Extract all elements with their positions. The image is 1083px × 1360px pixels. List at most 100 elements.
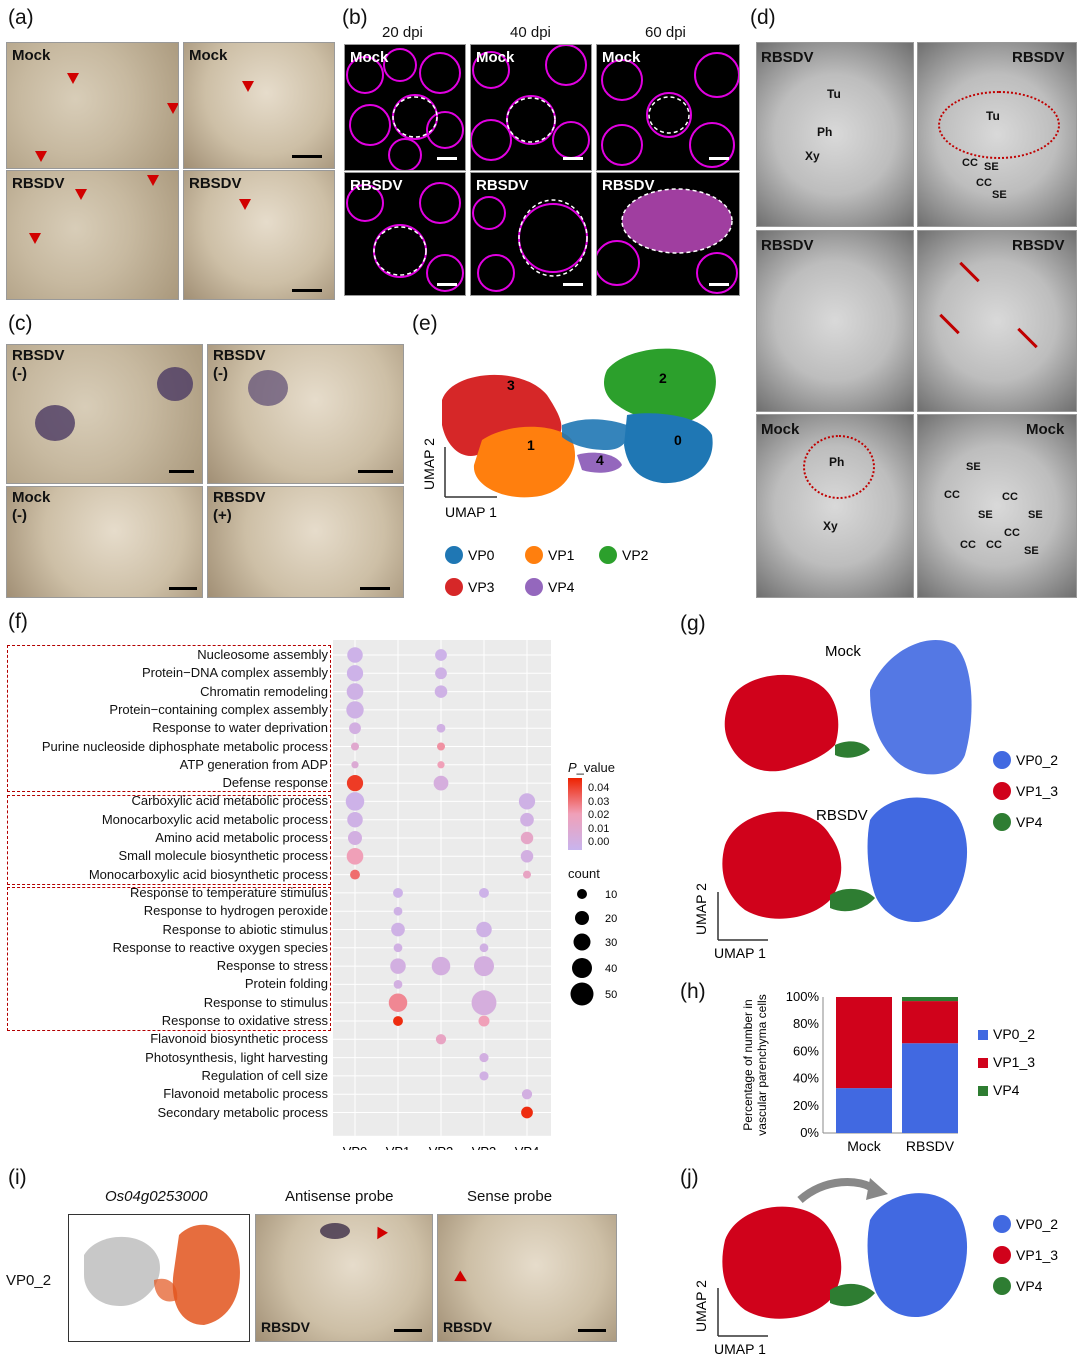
go-dot — [435, 649, 447, 661]
red-arrowhead-icon — [242, 81, 254, 92]
x-tick-label: VP0 — [343, 1144, 368, 1150]
legend-dot — [445, 546, 463, 564]
go-dot — [393, 1016, 403, 1026]
fluorescence-rbsdv-20dpi: RBSDV — [344, 172, 466, 296]
scale-bar — [563, 283, 583, 286]
tick: 10 — [605, 889, 617, 901]
fluorescence-rbsdv-60dpi: RBSDV — [596, 172, 740, 296]
outline — [803, 435, 875, 499]
scale-bar — [709, 283, 729, 286]
tem-mock-2: Mock SE CC CC SE SE CC CC CC SE — [917, 414, 1077, 598]
x-tick-label: VP1 — [386, 1144, 411, 1150]
red-arrow-icon — [959, 261, 980, 283]
legend-dot — [993, 813, 1011, 831]
legend-label: VP0_2 — [1016, 752, 1058, 768]
panel-label-h: (h) — [680, 980, 706, 1003]
go-dot — [346, 774, 364, 792]
stacked-bar-chart: 0% 20% 40% 60% 80% 100% Percentage of number i… — [741, 989, 1035, 1154]
go-term-label: Defense response — [222, 775, 328, 791]
legend-dot — [599, 546, 617, 564]
x-tick-label: VP2 — [429, 1144, 454, 1150]
stain-region — [35, 405, 75, 441]
tick: 0.00 — [588, 836, 610, 848]
go-dot — [347, 647, 363, 663]
go-dot — [391, 922, 405, 937]
tissue-label: Tu — [827, 87, 841, 101]
dpi-label: 20 dpi — [382, 24, 423, 41]
axis-label-x: UMAP 1 — [714, 1341, 766, 1357]
go-dot — [520, 831, 534, 845]
red-arrowhead-icon — [147, 175, 159, 186]
label: Mock — [12, 47, 51, 64]
term-group-box-2 — [7, 795, 331, 885]
tissue-label: CC — [1004, 527, 1020, 539]
fluorescence-mock-40dpi: Mock — [470, 44, 592, 171]
tem-rbsdv-3: RBSDV — [756, 230, 914, 412]
go-dot — [479, 1053, 489, 1063]
go-term-label: Response to stimulus — [203, 994, 328, 1010]
umap-e-clusters — [442, 348, 716, 498]
red-arrowhead-icon — [67, 73, 79, 84]
y-tick-label: 40% — [793, 1071, 819, 1086]
p-rest: _value — [576, 760, 615, 775]
legend-label: VP0_2 — [993, 1026, 1035, 1042]
cluster-vp1-3 — [722, 1206, 842, 1319]
x-tick-label: Mock — [847, 1138, 881, 1154]
micrograph-a-mock-1: Mock — [6, 42, 179, 169]
bar-segment — [836, 997, 892, 1089]
go-dot — [434, 685, 448, 698]
legend-label: VP0 — [468, 547, 495, 563]
size-dot — [573, 933, 591, 951]
go-term-label: Monocarboxylic acid metabolic process — [101, 811, 328, 827]
red-arrowhead-icon — [454, 1270, 470, 1287]
go-term-label: Regulation of cell size — [201, 1067, 328, 1083]
y-tick-label: 20% — [793, 1098, 819, 1113]
go-term-label: ATP generation from ADP — [179, 756, 328, 772]
go-term-label: Flavonoid metabolic process — [163, 1086, 328, 1102]
cluster-label: 2 — [659, 370, 667, 386]
term-group-box-1 — [7, 645, 331, 792]
go-dot — [431, 956, 451, 976]
cluster-vp0-2 — [867, 1193, 968, 1318]
go-dot — [351, 742, 359, 751]
axis-label-y: UMAP 2 — [693, 883, 709, 935]
sense-insitu: RBSDV — [437, 1214, 617, 1342]
go-dot — [346, 847, 364, 865]
red-arrowhead-icon — [35, 151, 47, 162]
bar-segment — [902, 997, 958, 1002]
tissue-label: SE — [978, 509, 993, 521]
x-tick-label: VP3 — [472, 1144, 497, 1150]
scale-bar — [437, 283, 457, 286]
go-dot — [474, 956, 494, 977]
legend-label: VP2 — [622, 547, 649, 563]
go-dot — [520, 850, 534, 863]
panel-label-b: (b) — [342, 6, 368, 29]
legend-dot — [525, 546, 543, 564]
bar-segment — [836, 1088, 892, 1133]
go-term-label: Response to hydrogen peroxide — [143, 903, 328, 919]
bar-segment — [902, 1043, 958, 1133]
tem-rbsdv-1: RBSDV Tu Ph Xy — [756, 42, 914, 227]
tick: 0.02 — [588, 809, 610, 821]
go-term-label: Monocarboxylic acid biosynthetic process — [88, 866, 328, 882]
tissue-label: CC — [962, 157, 978, 169]
cluster-vp4 — [830, 1283, 875, 1307]
umap-e-plot: 3 1 2 0 4 UMAP 2 UMAP 1 VP0 VP1 VP2 VP3 … — [421, 348, 716, 596]
axis-label-y: UMAP 2 — [421, 438, 437, 490]
label: (-) — [213, 365, 228, 382]
legend-label: VP4 — [548, 579, 575, 595]
label: Mock — [189, 47, 228, 64]
go-term-label: Small molecule biosynthetic process — [118, 848, 328, 864]
go-term-label: Protein−DNA complex assembly — [141, 665, 328, 681]
tissue-label: Ph — [829, 455, 845, 469]
feature-plot — [84, 1224, 240, 1325]
go-dot — [346, 683, 364, 700]
go-dot — [351, 761, 359, 769]
panel-label-g: (g) — [680, 612, 706, 635]
sense-title: Sense probe — [467, 1188, 553, 1205]
go-dot — [433, 775, 449, 791]
count-legend-title: count — [568, 866, 600, 881]
red-arrowhead-icon — [167, 103, 178, 114]
label: (+) — [213, 507, 232, 524]
cluster-vp1-3-mock — [724, 674, 839, 772]
